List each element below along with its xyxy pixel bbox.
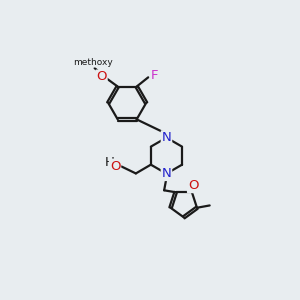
Text: H: H [105,156,114,169]
Text: N: N [162,167,171,180]
Text: F: F [151,69,158,82]
Text: O: O [110,160,120,172]
Text: O: O [96,70,107,83]
Text: N: N [162,131,171,144]
Text: O: O [188,179,198,192]
Text: methoxy: methoxy [74,58,113,67]
